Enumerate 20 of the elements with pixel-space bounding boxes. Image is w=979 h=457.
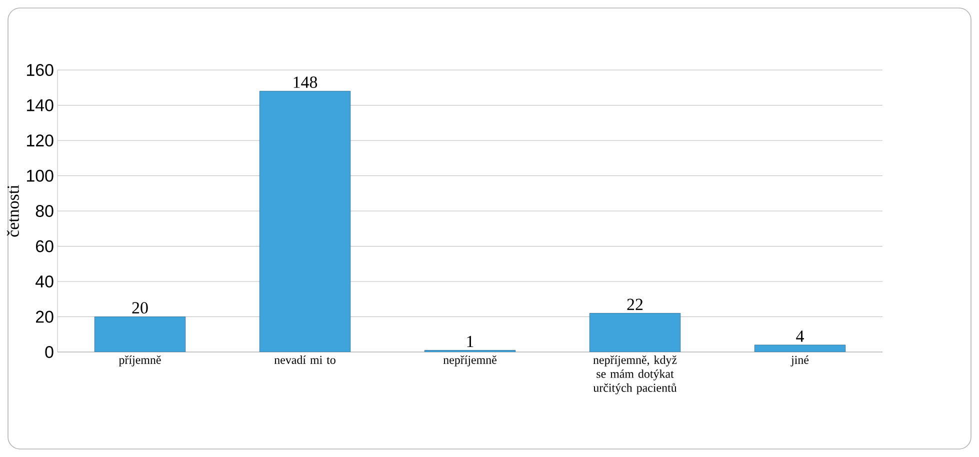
x-tick-label: příjemně bbox=[118, 356, 161, 366]
y-tick-label: 60 bbox=[36, 240, 54, 252]
x-tick-label: jiné bbox=[790, 356, 809, 366]
x-tick-label: nevadí mi to bbox=[274, 356, 336, 364]
data-label: 148 bbox=[294, 76, 318, 88]
y-tick-label: 120 bbox=[27, 134, 54, 146]
y-tick-label: 0 bbox=[45, 346, 54, 358]
data-label: 1 bbox=[467, 336, 474, 348]
y-tick-label: 40 bbox=[36, 276, 54, 288]
x-tick-label: nepříjemně, když se mám dotýkat určitých pacientů bbox=[593, 356, 677, 394]
data-label: 22 bbox=[627, 298, 643, 310]
data-label: 20 bbox=[132, 302, 148, 314]
y-axis-title: četnosti bbox=[6, 184, 19, 237]
data-label: 4 bbox=[796, 330, 804, 342]
y-tick-label: 20 bbox=[36, 310, 54, 323]
y-tick-label: 80 bbox=[36, 205, 54, 217]
y-tick-label: 160 bbox=[27, 64, 54, 76]
y-tick-label: 100 bbox=[27, 170, 54, 182]
x-tick-label: nepříjemně bbox=[443, 356, 496, 366]
y-tick-label: 140 bbox=[27, 99, 54, 112]
